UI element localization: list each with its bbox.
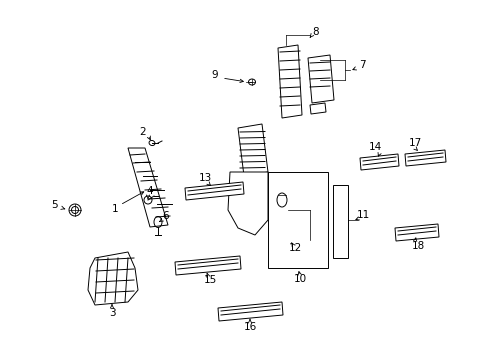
Polygon shape: [238, 124, 267, 176]
Text: 6: 6: [163, 211, 169, 221]
Text: 14: 14: [367, 142, 381, 152]
Polygon shape: [404, 150, 445, 166]
Text: 11: 11: [356, 210, 369, 220]
Polygon shape: [359, 154, 398, 170]
Polygon shape: [267, 172, 327, 268]
Text: 8: 8: [312, 27, 319, 37]
Polygon shape: [227, 172, 267, 235]
Polygon shape: [394, 224, 438, 241]
Polygon shape: [278, 45, 302, 118]
Text: 18: 18: [410, 241, 424, 251]
Text: 2: 2: [140, 127, 146, 137]
Polygon shape: [218, 302, 283, 321]
Polygon shape: [128, 148, 168, 227]
Text: 1: 1: [111, 204, 118, 214]
Text: 5: 5: [52, 200, 58, 210]
Text: 17: 17: [407, 138, 421, 148]
Text: 15: 15: [203, 275, 216, 285]
Text: 7: 7: [358, 60, 365, 70]
Polygon shape: [88, 252, 138, 305]
Polygon shape: [332, 185, 347, 258]
Text: 12: 12: [288, 243, 301, 253]
Text: 3: 3: [108, 308, 115, 318]
Text: 16: 16: [243, 322, 256, 332]
Text: 4: 4: [146, 186, 153, 196]
Polygon shape: [175, 256, 241, 275]
Text: 13: 13: [198, 173, 211, 183]
Polygon shape: [309, 103, 325, 114]
Text: 9: 9: [211, 70, 218, 80]
Text: 10: 10: [293, 274, 306, 284]
Polygon shape: [307, 55, 333, 103]
Polygon shape: [184, 182, 244, 200]
